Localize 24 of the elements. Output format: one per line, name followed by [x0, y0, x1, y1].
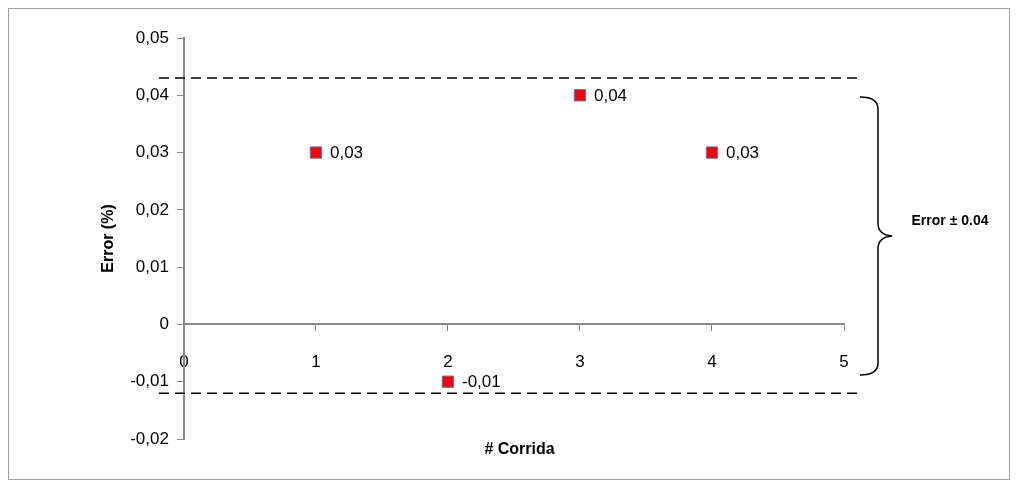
point — [309, 146, 323, 159]
y-tick-label: -0,01 — [130, 371, 169, 391]
x-tick-label: 4 — [707, 352, 717, 372]
x-axis-title: # Corrida — [484, 440, 555, 457]
y-tick-label: 0,02 — [135, 199, 169, 219]
y-tick-label: 0,05 — [135, 27, 169, 47]
y-axis-title: Error (%) — [99, 204, 117, 273]
data-label: 0,03 — [725, 143, 760, 163]
x-tick-label: 1 — [311, 352, 321, 372]
x-tick-label: 3 — [575, 352, 585, 372]
y-tick-label: 0 — [159, 314, 169, 334]
x-tick-label: 5 — [839, 352, 849, 372]
y-tick-label: 0,03 — [135, 142, 169, 162]
y-tick-label: 0,04 — [135, 84, 169, 104]
y-tick-label: 0,01 — [135, 256, 169, 276]
point — [573, 89, 587, 102]
text: Error ± 0.04 — [910, 211, 990, 230]
point — [705, 146, 719, 159]
data-label: 0,04 — [593, 85, 628, 105]
data-label: 0,03 — [329, 143, 364, 163]
x-tick-label: 2 — [443, 352, 453, 372]
y-tick-label: -0,02 — [130, 428, 169, 448]
data-label: -0,01 — [461, 372, 501, 392]
point — [441, 375, 455, 388]
